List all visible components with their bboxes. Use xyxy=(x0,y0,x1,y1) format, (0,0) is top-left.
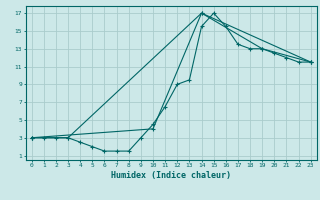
X-axis label: Humidex (Indice chaleur): Humidex (Indice chaleur) xyxy=(111,171,231,180)
